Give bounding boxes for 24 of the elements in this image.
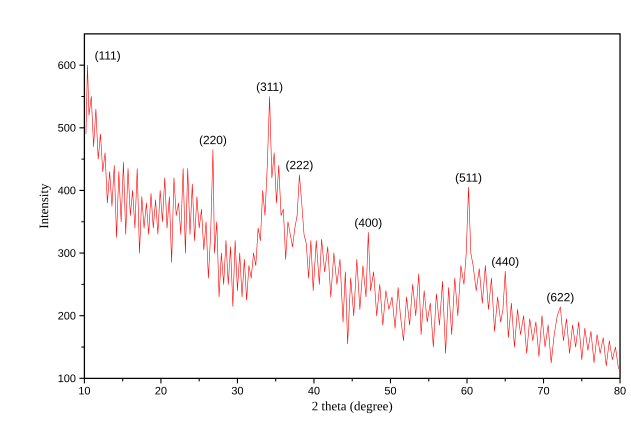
annotation: (400) bbox=[355, 218, 382, 230]
x-axis-title: 2 theta (degree) bbox=[312, 401, 392, 414]
annotation: (511) bbox=[456, 172, 482, 184]
x-tick-label: 30 bbox=[232, 386, 244, 394]
annotation: (440) bbox=[492, 256, 518, 268]
annotation: (111) bbox=[95, 50, 120, 62]
y-tick-label: 500 bbox=[58, 124, 76, 132]
x-tick-label: 20 bbox=[155, 386, 167, 394]
y-tick-label: 200 bbox=[58, 312, 76, 320]
x-tick-label: 40 bbox=[308, 386, 320, 394]
annotation: (622) bbox=[547, 292, 574, 304]
x-tick-label: 60 bbox=[461, 386, 473, 394]
y-tick-label: 300 bbox=[58, 249, 76, 257]
x-tick-label: 10 bbox=[79, 386, 90, 394]
x-tick-label: 80 bbox=[614, 386, 626, 394]
y-tick-label: 400 bbox=[58, 186, 76, 194]
x-tick-label: 70 bbox=[538, 386, 550, 394]
y-axis-title: Intensity bbox=[40, 184, 51, 228]
y-tick-label: 600 bbox=[58, 61, 76, 69]
annotation: (311) bbox=[256, 82, 282, 94]
x-tick-label: 50 bbox=[384, 386, 396, 394]
annotation: (222) bbox=[286, 160, 313, 172]
y-tick-label: 100 bbox=[58, 374, 76, 382]
annotation: (220) bbox=[200, 135, 226, 146]
